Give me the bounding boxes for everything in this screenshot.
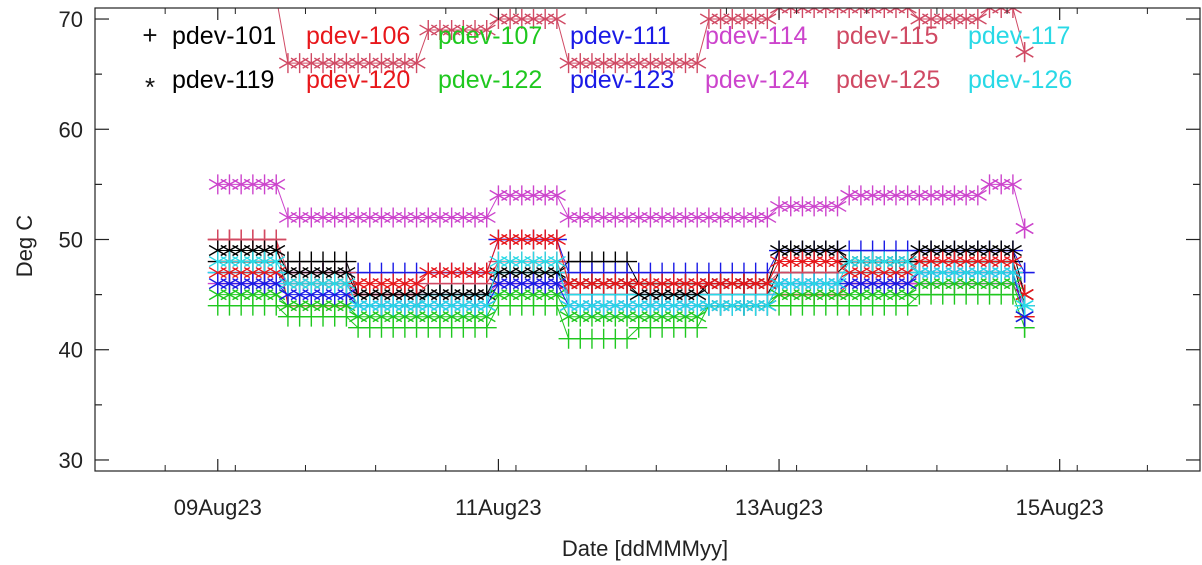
legend-label: pdev-122 bbox=[438, 66, 542, 94]
legend-label: pdev-111 bbox=[570, 22, 671, 50]
x-tick-label: 09Aug23 bbox=[174, 495, 262, 520]
plus-point bbox=[617, 328, 638, 349]
star-point bbox=[828, 273, 847, 294]
star-point bbox=[477, 295, 496, 316]
star-point bbox=[758, 9, 777, 30]
star-point bbox=[1015, 42, 1034, 63]
star-point bbox=[875, 8, 894, 18]
star-point bbox=[256, 0, 273, 7]
star-point bbox=[688, 53, 707, 74]
x-tick-label: 15Aug23 bbox=[1016, 495, 1104, 520]
legend-label: pdev-106 bbox=[306, 22, 410, 50]
star-point bbox=[407, 273, 426, 294]
x-tick-label: 13Aug23 bbox=[735, 495, 823, 520]
y-tick-label: 40 bbox=[59, 338, 83, 363]
star-point bbox=[268, 0, 285, 7]
star-point bbox=[477, 20, 496, 41]
y-tick-label: 30 bbox=[59, 448, 83, 473]
axis-ticks: 09Aug23 11Aug23 13Aug23 15Aug23 30 40 50 60 70 bbox=[59, 7, 1200, 520]
legend-label: pdev-107 bbox=[438, 22, 542, 50]
star-point bbox=[828, 196, 847, 217]
star-point bbox=[758, 207, 777, 228]
x-axis-title: Date [ddMMMyy] bbox=[562, 536, 728, 561]
legend-label: pdev-123 bbox=[570, 66, 674, 94]
series-pdev-106 bbox=[207, 229, 1035, 327]
series-line bbox=[277, 8, 1026, 64]
y-tick-label: 60 bbox=[59, 117, 83, 142]
legend-label: pdev-126 bbox=[968, 66, 1072, 94]
star-point bbox=[1003, 262, 1022, 283]
star-point bbox=[840, 8, 859, 18]
legend-label: pdev-124 bbox=[705, 66, 809, 94]
star-point bbox=[898, 273, 917, 294]
legend-label: pdev-101 bbox=[172, 22, 276, 50]
legend-label: pdev-114 bbox=[705, 22, 807, 50]
y-tick-label: 70 bbox=[59, 7, 83, 32]
series-pdev-124 bbox=[208, 174, 1034, 239]
star-point bbox=[547, 251, 566, 272]
series-pdev-120 bbox=[208, 229, 1034, 305]
star-point bbox=[968, 185, 987, 206]
star-point bbox=[1015, 218, 1034, 239]
legend-label: pdev-117 bbox=[968, 22, 1070, 50]
star-point bbox=[1003, 174, 1022, 195]
star-point bbox=[828, 8, 847, 18]
legend-label: pdev-119 bbox=[172, 66, 274, 94]
star-point bbox=[1015, 295, 1034, 316]
legend-symbol: * bbox=[145, 72, 155, 102]
star-point bbox=[477, 262, 496, 283]
y-tick-label: 50 bbox=[59, 228, 83, 253]
y-axis-title: Deg C bbox=[12, 215, 37, 277]
star-point bbox=[886, 8, 905, 18]
star-point bbox=[547, 229, 566, 250]
star-point bbox=[805, 8, 824, 18]
star-point bbox=[267, 251, 286, 272]
series-line bbox=[217, 183, 1026, 229]
series-pdev-126 bbox=[208, 251, 1034, 316]
star-point bbox=[244, 0, 261, 7]
star-point bbox=[898, 8, 917, 18]
x-tick-label: 11Aug23 bbox=[455, 495, 541, 520]
star-point bbox=[898, 251, 917, 272]
star-point bbox=[337, 273, 356, 294]
series-pdev-125 bbox=[244, 0, 1034, 74]
legend-symbol: + bbox=[142, 20, 157, 50]
star-point bbox=[477, 207, 496, 228]
star-point bbox=[267, 174, 286, 195]
series-line bbox=[217, 261, 1026, 307]
star-point bbox=[547, 273, 566, 294]
series-line bbox=[217, 239, 1026, 295]
legend-label: pdev-115 bbox=[836, 22, 938, 50]
star-point bbox=[407, 53, 426, 74]
star-point bbox=[758, 295, 777, 316]
star-point bbox=[816, 8, 835, 18]
legend: + pdev-101 pdev-106 pdev-107 pdev-111 pdev-11… bbox=[142, 20, 1072, 102]
legend-label: pdev-120 bbox=[306, 66, 410, 94]
star-point bbox=[547, 185, 566, 206]
series-line bbox=[217, 283, 1026, 318]
star-point bbox=[968, 9, 987, 30]
star-point bbox=[547, 9, 566, 30]
series-pdev-107 bbox=[207, 284, 1035, 349]
series-layer bbox=[207, 0, 1035, 349]
legend-label: pdev-125 bbox=[836, 66, 940, 94]
